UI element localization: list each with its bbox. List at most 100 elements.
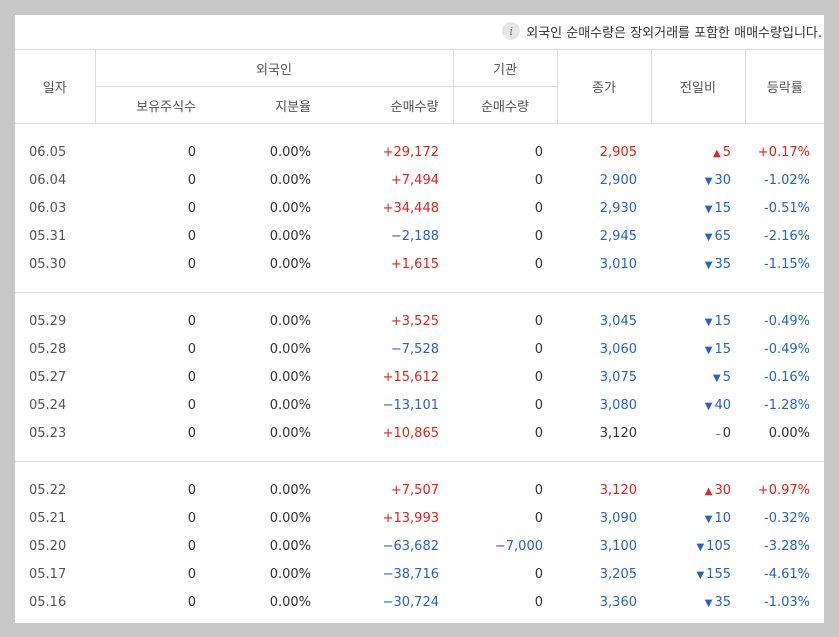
row-change: ▼ 10	[651, 504, 745, 532]
row-foreign-net: −2,188	[390, 228, 439, 244]
row-change-value: 35	[714, 256, 731, 272]
down-arrow-icon: ▼	[696, 569, 705, 581]
row-foreign-net: +3,525	[390, 313, 439, 329]
group-separator	[15, 461, 824, 462]
row-change-value: 0	[722, 425, 731, 441]
row-inst-net: 0	[534, 313, 543, 329]
row-change-value: 15	[714, 200, 731, 216]
table-row: 05.20 0 0.00% −63,682 −7,000 3,100 ▼ 105 -3.28%	[15, 532, 824, 560]
row-foreign-net: +15,612	[382, 369, 439, 385]
row-holdings: 0	[187, 313, 196, 329]
row-inst-net: 0	[534, 200, 543, 216]
row-foreign-net: +1,615	[390, 256, 439, 272]
row-change-value: 30	[714, 172, 731, 188]
row-holdings: 0	[187, 369, 196, 385]
row-date: 05.28	[29, 341, 67, 357]
row-rate: +0.97%	[757, 482, 810, 498]
row-change: ▼ 40	[651, 391, 745, 419]
row-inst-net: 0	[534, 256, 543, 272]
row-rate: -4.61%	[764, 566, 810, 582]
row-change: ▼ 155	[651, 560, 745, 588]
info-icon[interactable]: i	[502, 22, 521, 40]
header-holdings: 보유주식수	[94, 86, 210, 124]
table-row: 06.05 0 0.00% +29,172 0 2,905 ▲ 5 +0.17%	[15, 138, 824, 166]
row-share-ratio: 0.00%	[269, 594, 311, 610]
header-foreign-net: 순매수량	[325, 86, 453, 124]
group-spacer	[15, 293, 824, 307]
group-spacer	[15, 462, 824, 476]
table-row: 05.29 0 0.00% +3,525 0 3,045 ▼ 15 -0.49%	[15, 307, 824, 335]
row-holdings: 0	[187, 397, 196, 413]
row-change: ▼ 105	[651, 532, 745, 560]
row-close: 3,075	[599, 369, 637, 385]
row-rate: -1.03%	[764, 594, 810, 610]
row-close: 2,905	[599, 144, 637, 160]
row-share-ratio: 0.00%	[269, 256, 311, 272]
down-arrow-icon: ▼	[713, 372, 721, 384]
header-inst-net: 순매수량	[452, 86, 557, 124]
row-change-value: 15	[714, 313, 731, 329]
table-row: 05.24 0 0.00% −13,101 0 3,080 ▼ 40 -1.28%	[15, 391, 824, 419]
row-share-ratio: 0.00%	[269, 566, 311, 582]
row-share-ratio: 0.00%	[269, 538, 311, 554]
table-row: 06.03 0 0.00% +34,448 0 2,930 ▼ 15 -0.51%	[15, 194, 824, 222]
row-rate: -0.49%	[764, 313, 810, 329]
table-row: 05.27 0 0.00% +15,612 0 3,075 ▼ 5 -0.16%	[15, 363, 824, 391]
row-close: 3,090	[599, 510, 637, 526]
row-inst-net: 0	[534, 172, 543, 188]
table-row: 05.16 0 0.00% −30,724 0 3,360 ▼ 35 -1.03%	[15, 588, 824, 616]
row-change: ▼ 15	[651, 307, 745, 335]
row-change: ▼ 65	[651, 222, 745, 250]
row-change-value: 30	[714, 482, 731, 498]
row-close: 3,080	[599, 397, 637, 413]
row-date: 05.29	[29, 313, 67, 329]
table-row: 05.21 0 0.00% +13,993 0 3,090 ▼ 10 -0.32%	[15, 504, 824, 532]
row-inst-net: 0	[534, 510, 543, 526]
up-arrow-icon: ▲	[704, 485, 713, 497]
row-share-ratio: 0.00%	[269, 341, 311, 357]
down-arrow-icon: ▼	[704, 344, 713, 356]
row-rate: -1.28%	[764, 397, 810, 413]
flat-dash-icon: –	[715, 428, 721, 440]
row-holdings: 0	[187, 144, 196, 160]
row-date: 05.30	[29, 256, 67, 272]
row-rate: -2.16%	[764, 228, 810, 244]
header-close: 종가	[556, 49, 651, 124]
row-close: 3,205	[599, 566, 637, 582]
row-close: 3,120	[599, 482, 637, 498]
row-foreign-net: −7,528	[390, 341, 439, 357]
row-change-value: 15	[714, 341, 731, 357]
down-arrow-icon: ▼	[704, 597, 713, 609]
group-separator	[15, 292, 824, 293]
row-date: 05.23	[29, 425, 67, 441]
row-rate: -1.15%	[764, 256, 810, 272]
row-rate: +0.17%	[757, 144, 810, 160]
row-close: 3,045	[599, 313, 637, 329]
row-holdings: 0	[187, 228, 196, 244]
row-change-value: 105	[706, 538, 731, 554]
row-share-ratio: 0.00%	[269, 482, 311, 498]
row-inst-net: 0	[534, 397, 543, 413]
row-change: ▲ 30	[651, 476, 745, 504]
row-change: ▼ 35	[651, 588, 745, 616]
table-row: 05.17 0 0.00% −38,716 0 3,205 ▼ 155 -4.61%	[15, 560, 824, 588]
notice: i 외국인 순매수량은 장외거래를 포함한 매매수량입니다.	[502, 20, 822, 42]
row-date: 06.03	[29, 200, 67, 216]
down-arrow-icon: ▼	[696, 541, 705, 553]
row-foreign-net: +29,172	[382, 144, 439, 160]
row-rate: -0.32%	[764, 510, 810, 526]
down-arrow-icon: ▼	[704, 175, 713, 187]
row-close: 3,120	[599, 425, 637, 441]
header-institution: 기관	[452, 49, 557, 87]
row-change: ▼ 35	[651, 250, 745, 278]
row-date: 05.24	[29, 397, 67, 413]
row-inst-net: 0	[534, 369, 543, 385]
row-inst-net: 0	[534, 594, 543, 610]
row-date: 05.20	[29, 538, 67, 554]
row-change-value: 40	[714, 397, 731, 413]
row-rate: -0.49%	[764, 341, 810, 357]
row-share-ratio: 0.00%	[269, 397, 311, 413]
row-change-value: 65	[714, 228, 731, 244]
table-row: 05.31 0 0.00% −2,188 0 2,945 ▼ 65 -2.16%	[15, 222, 824, 250]
row-change: –0	[651, 419, 745, 447]
